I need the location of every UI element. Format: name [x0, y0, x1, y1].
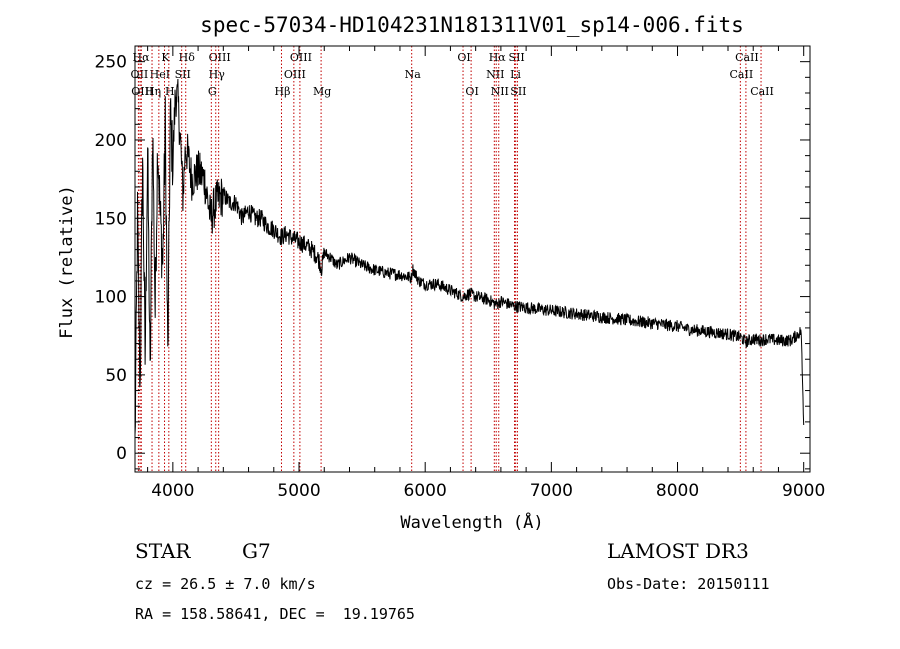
axis-ticks-layer: 4000 5000 6000 7000 8000 9000 0 50 100 150 200 250 — [95, 46, 825, 501]
spectral-line-label: SII — [175, 68, 191, 81]
y-tick-label: 100 — [95, 288, 127, 308]
spectral-line-label: Hβ — [275, 85, 291, 98]
spectral-line-label: SII — [510, 85, 526, 98]
y-tick-label: 0 — [116, 444, 127, 464]
y-tick-label: 250 — [95, 53, 127, 73]
ra-dec-coordinates: RA = 158.58641, DEC = 19.19765 — [135, 605, 415, 623]
survey-name: LAMOST DR3 — [607, 539, 749, 563]
spectral-line-label: CaII — [730, 68, 754, 81]
object-subclass: G7 — [242, 539, 271, 563]
x-axis-label: Wavelength (Å) — [400, 511, 543, 533]
y-tick-label: 200 — [95, 131, 127, 151]
spectral-line-label: SII — [509, 51, 525, 64]
spectral-line-label: Hδ — [179, 51, 196, 64]
spectral-line-label: OIII — [131, 85, 153, 98]
x-tick-label: 7000 — [530, 481, 573, 501]
plot-frame — [134, 45, 811, 473]
x-tick-label: 6000 — [404, 481, 447, 501]
spectral-line-label: OIII — [209, 51, 231, 64]
spectral-line-label: HeI — [150, 68, 170, 81]
spectral-line-label: Hα — [489, 51, 507, 64]
y-tick-label: 150 — [95, 209, 127, 229]
spectral-line-label: OIII — [284, 68, 306, 81]
spectral-line-label: Li — [510, 68, 521, 81]
spectral-line-label: K — [161, 51, 170, 64]
flux-series-line — [134, 78, 805, 435]
spectral-line-label: CaII — [750, 85, 774, 98]
object-class: STAR — [135, 539, 191, 563]
spectral-line-label: Hγ — [209, 68, 226, 81]
spectral-line-label: Na — [405, 68, 422, 81]
x-tick-label: 8000 — [656, 481, 699, 501]
spectral-line-label: NII — [486, 68, 504, 81]
observation-date: Obs-Date: 20150111 — [607, 575, 770, 593]
x-tick-label: 4000 — [151, 481, 194, 501]
y-tick-label: 50 — [105, 366, 127, 386]
redshift-cz: cz = 26.5 ± 7.0 km/s — [135, 575, 316, 593]
spectral-line-label: H — [165, 85, 175, 98]
spectral-line-label: CaII — [735, 51, 759, 64]
spectral-line-label: OIII — [290, 51, 312, 64]
spectral-line-label: OI — [465, 85, 478, 98]
spectral-line-label: Hη — [145, 85, 161, 98]
spectral-line-label: G — [208, 85, 217, 98]
spectral-line-label: OII — [131, 68, 149, 81]
chart-title: spec-57034-HD104231N181311V01_sp14-006.f… — [200, 13, 744, 37]
x-tick-label: 5000 — [277, 481, 320, 501]
spectral-line-label: NII — [491, 85, 509, 98]
x-tick-label: 9000 — [782, 481, 825, 501]
y-axis-label: Flux (relative) — [57, 185, 77, 339]
spectral-line-label: OI — [457, 51, 470, 64]
spectral-line-label: Mg — [313, 85, 331, 98]
